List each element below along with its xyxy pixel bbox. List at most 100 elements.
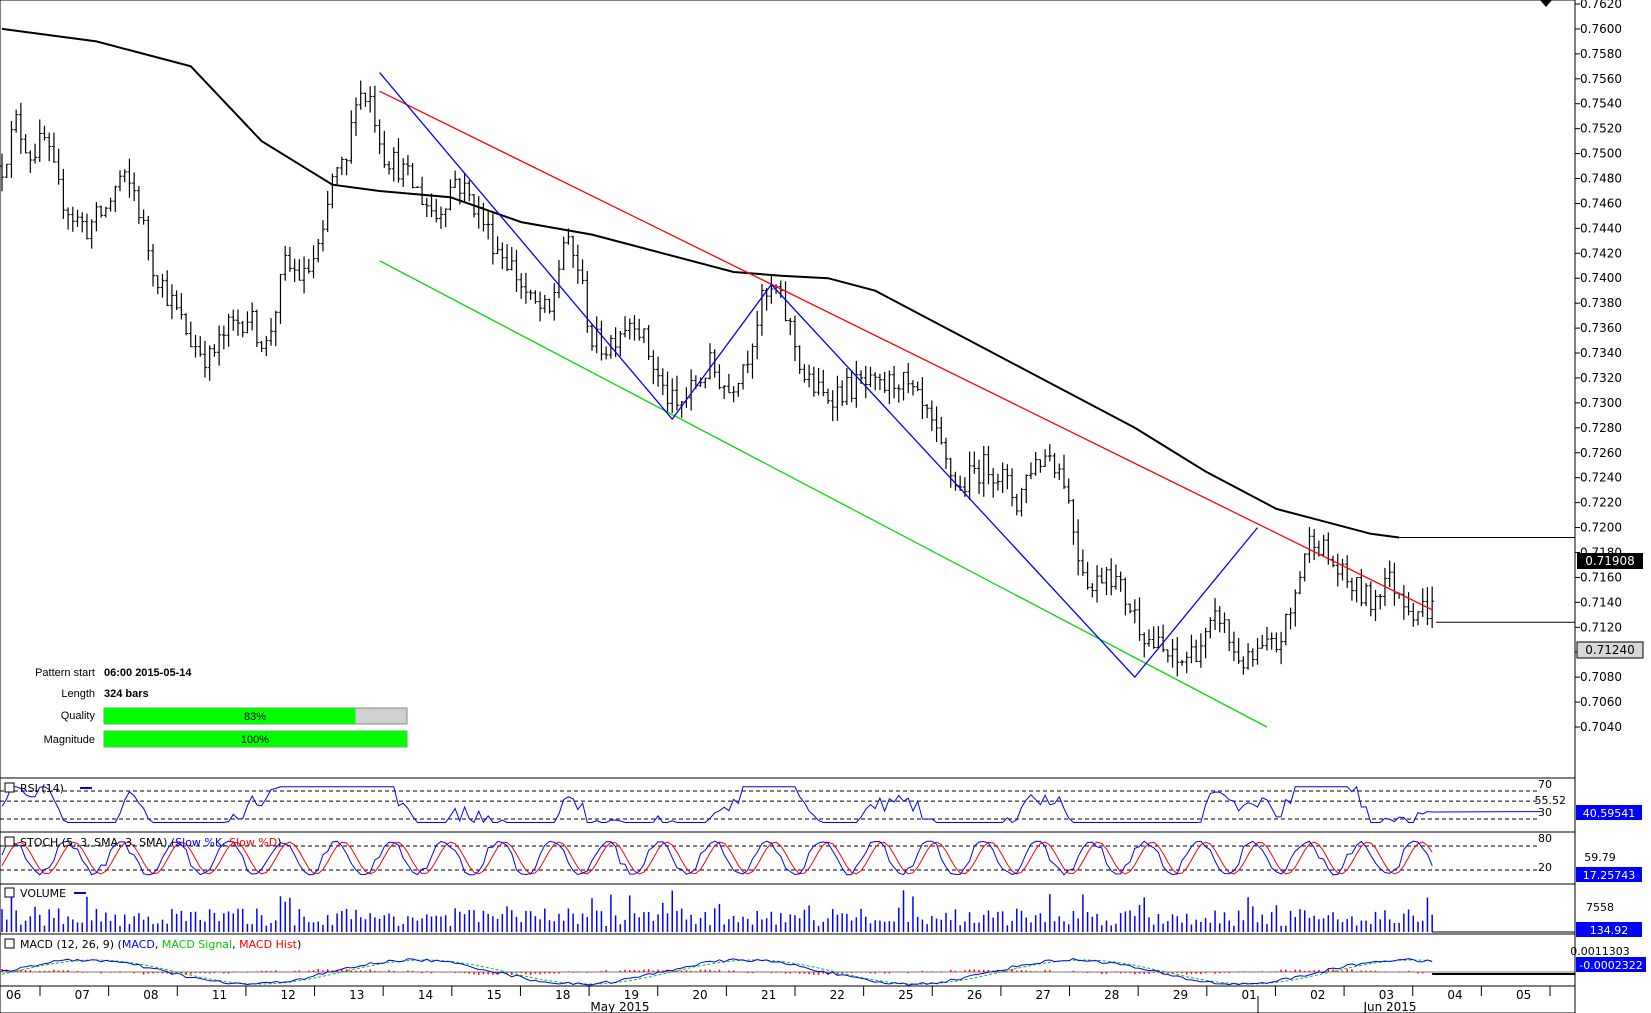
ohlc-bar — [250, 302, 255, 331]
price-tick-label: 0.7380 — [1580, 296, 1622, 310]
ohlc-bar — [1283, 613, 1288, 646]
ohlc-bar — [920, 377, 925, 420]
zigzag-line — [379, 72, 1259, 679]
ohlc-bar — [401, 158, 406, 187]
ohlc-bar — [61, 168, 66, 219]
length-value: 324 bars — [104, 688, 149, 700]
ohlc-bar — [405, 155, 410, 176]
ohlc-bar — [759, 283, 764, 336]
ohlc-bar — [1184, 651, 1189, 674]
ohlc-bar — [1099, 567, 1104, 584]
ohlc-bar — [750, 343, 755, 379]
time-axis — [0, 985, 1576, 1013]
price-tick-label: 0.7560 — [1580, 72, 1622, 86]
ohlc-bar — [849, 369, 854, 403]
ohlc-bar — [769, 274, 774, 304]
ohlc-bar — [174, 290, 179, 311]
price-tick-label: 0.7580 — [1580, 47, 1622, 61]
ohlc-bar — [741, 364, 746, 390]
stoch-d-line — [1, 841, 1433, 875]
ohlc-bar — [1430, 586, 1435, 629]
price-tick-label: 0.7360 — [1580, 321, 1622, 335]
stoch-title: STOCH (5, 3, SMA, 3, SMA) (Slow %K, Slow… — [4, 836, 282, 849]
ohlc-bar — [1142, 632, 1147, 658]
rsi-close-icon[interactable] — [4, 782, 15, 793]
price-tick-label: 0.7460 — [1580, 196, 1622, 210]
stoch-level-high: 80 — [1538, 832, 1552, 845]
time-tick-label: 12 — [281, 988, 296, 1002]
scroll-marker-icon[interactable] — [1540, 0, 1552, 7]
ohlc-bar — [1425, 587, 1430, 626]
ohlc-bar — [448, 179, 453, 211]
ohlc-bar — [1312, 529, 1317, 561]
ohlc-bar — [278, 273, 283, 324]
macd-value-badge — [1576, 957, 1646, 972]
ohlc-bar — [231, 309, 236, 331]
ohlc-bar — [1170, 639, 1175, 668]
ohlc-bar — [354, 97, 358, 137]
ohlc-bar — [1298, 571, 1302, 595]
ohlc-bar — [358, 80, 363, 110]
volume-panel — [0, 883, 1576, 935]
ohlc-bar — [1057, 463, 1062, 480]
ohlc-bar — [89, 219, 94, 249]
ohlc-bar — [698, 377, 703, 387]
resistance-line — [379, 90, 1433, 611]
moving-average-line — [1, 27, 1400, 539]
ohlc-bar — [1279, 631, 1284, 665]
ohlc-bar — [226, 313, 231, 347]
ohlc-bar — [424, 197, 429, 217]
ohlc-bar — [547, 298, 552, 314]
ohlc-bar — [1264, 626, 1269, 651]
stoch-close-icon[interactable] — [4, 836, 15, 847]
ohlc-bar — [151, 244, 156, 287]
ohlc-bar — [146, 215, 151, 261]
ohlc-bar — [84, 213, 89, 240]
ohlc-bar — [382, 130, 387, 168]
price-panel — [0, 0, 1576, 779]
ohlc-bar — [1180, 659, 1184, 666]
time-tick-label: 03 — [1379, 988, 1394, 1002]
ohlc-bar — [1302, 553, 1307, 582]
ohlc-bar — [217, 325, 222, 366]
ohlc-bar — [99, 205, 104, 218]
ohlc-bar — [259, 340, 264, 353]
time-tick-label: 11 — [212, 988, 227, 1002]
ohlc-bar — [1090, 583, 1095, 598]
ohlc-bar — [896, 384, 901, 403]
ohlc-bar — [377, 119, 382, 155]
ohlc-bar — [863, 365, 868, 399]
rsi-level-low: 30 — [1538, 806, 1552, 819]
ohlc-bar — [826, 388, 830, 404]
price-tick-label: 0.7420 — [1580, 246, 1622, 260]
macd-close-icon[interactable] — [4, 938, 15, 949]
ohlc-bar — [1137, 597, 1142, 641]
time-tick-label: 18 — [555, 988, 570, 1002]
ohlc-bar — [1231, 631, 1236, 662]
macd-value: -0.0002322 — [1579, 959, 1642, 972]
macd-top-label: 0.0011303 — [1570, 945, 1630, 958]
ohlc-bar — [1364, 583, 1369, 607]
time-tick-label: 08 — [143, 988, 158, 1002]
ohlc-bar — [372, 85, 377, 133]
price-tick-label: 0.7260 — [1580, 446, 1622, 460]
ohlc-bar — [434, 198, 439, 223]
ohlc-bar — [972, 451, 977, 474]
ohlc-bar — [363, 92, 368, 107]
macd-title: MACD (12, 26, 9) (MACD, MACD Signal, MAC… — [4, 938, 301, 951]
ohlc-bar — [387, 161, 392, 175]
pattern-start-value: 06:00 2015-05-14 — [104, 667, 192, 679]
ohlc-bar — [273, 310, 278, 347]
rsi-title: RSI (14) — [4, 782, 92, 795]
ohlc-bar — [868, 366, 873, 387]
stoch-value: 17.25743 — [1583, 869, 1636, 882]
price-tick-label: 0.7320 — [1580, 371, 1622, 385]
volume-close-icon[interactable] — [4, 887, 15, 898]
ohlc-bar — [679, 400, 684, 418]
ohlc-bar — [1085, 561, 1090, 590]
ohlc-bar — [1047, 444, 1052, 462]
ohlc-bar — [320, 220, 325, 252]
ohlc-bar — [1156, 626, 1161, 649]
ohlc-bar — [462, 172, 467, 203]
ohlc-bar — [1104, 567, 1109, 596]
